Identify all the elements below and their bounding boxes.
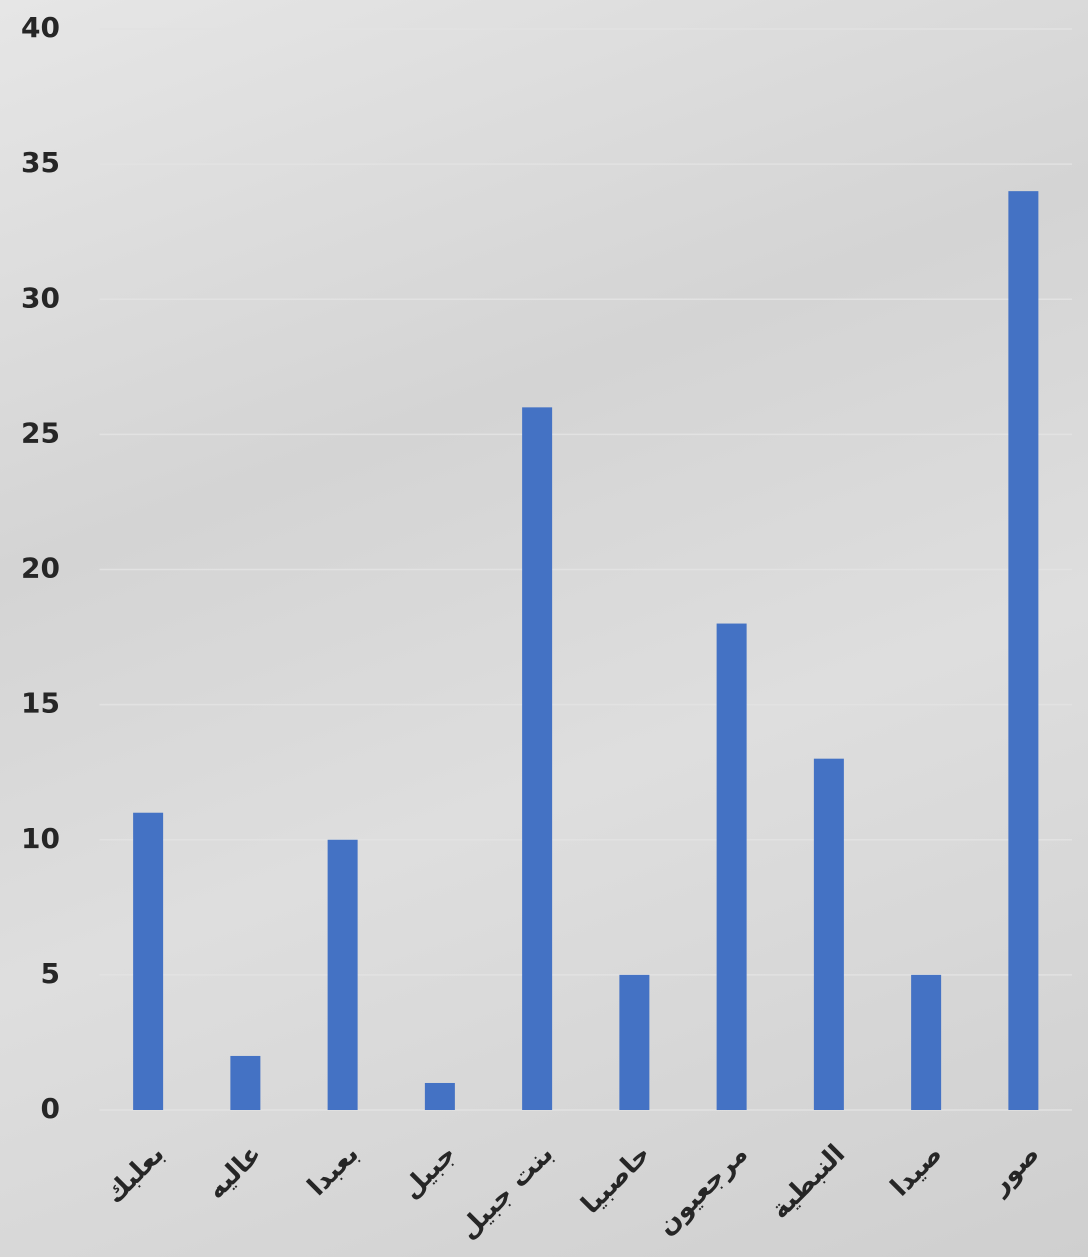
bar xyxy=(619,975,649,1110)
x-tick-label: صيدا xyxy=(885,1139,948,1202)
x-tick-label: صور xyxy=(983,1139,1046,1202)
x-tick-label: بعبدا xyxy=(302,1139,365,1202)
x-tick-label: حاصبيا xyxy=(576,1139,657,1220)
bar xyxy=(1008,191,1038,1110)
x-tick-label: مرجعيون xyxy=(651,1139,753,1241)
bar xyxy=(522,407,552,1110)
chart: 0 5 10 15 20 25 30 35 40 بعلبك عاليه بعبدا جبيلبنت ج… xyxy=(0,0,1088,1257)
y-tick-label: 0 xyxy=(41,1092,60,1125)
bar xyxy=(230,1056,260,1110)
bar xyxy=(814,759,844,1110)
x-tick-label: بعلبك xyxy=(100,1139,171,1210)
bar xyxy=(911,975,941,1110)
y-tick-label: 25 xyxy=(21,416,60,449)
y-tick-label: 5 xyxy=(41,957,60,990)
y-tick-label: 35 xyxy=(21,146,60,179)
y-tick-label: 20 xyxy=(21,552,60,585)
bar xyxy=(425,1083,455,1110)
x-tick-label: بنت جبيل xyxy=(453,1139,559,1245)
y-tick-label: 30 xyxy=(21,281,60,314)
y-tick-label: 40 xyxy=(21,11,60,44)
x-tick-label: عاليه xyxy=(201,1139,267,1205)
y-tick-label: 10 xyxy=(21,822,60,855)
x-tick-label: النبطية xyxy=(765,1139,851,1225)
y-tick-label: 15 xyxy=(21,687,60,720)
bar xyxy=(328,840,358,1110)
bar xyxy=(717,624,747,1110)
x-tick-label: جبيل xyxy=(396,1139,462,1205)
bar xyxy=(133,813,163,1110)
